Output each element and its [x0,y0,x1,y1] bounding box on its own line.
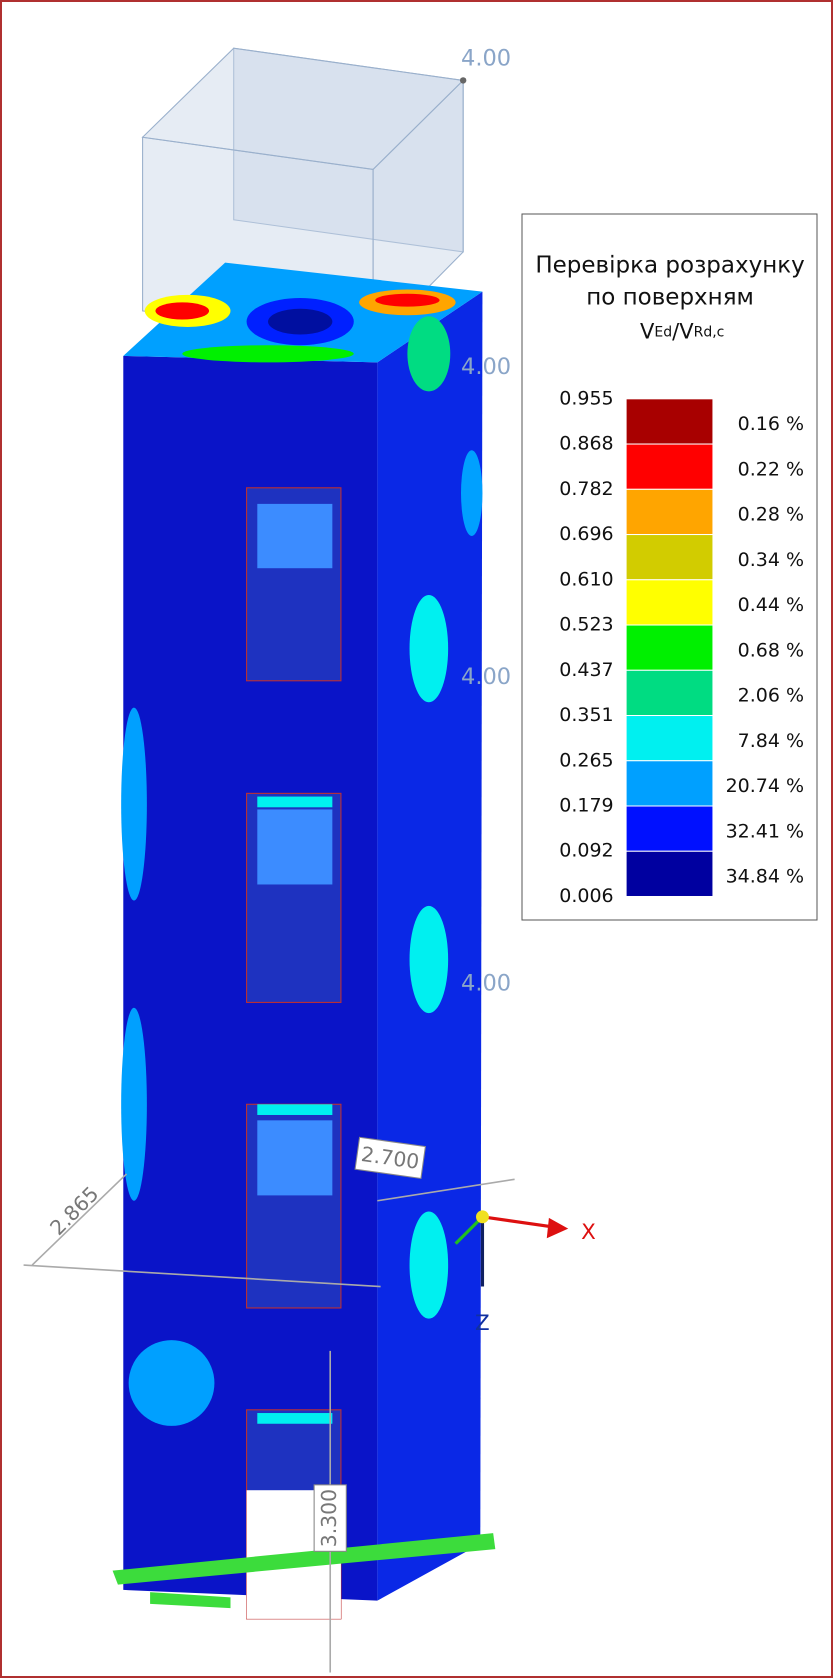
legend-title: по поверхням [586,285,754,311]
contour [461,450,482,536]
legend-swatch [626,625,713,670]
contour [407,316,450,391]
window-panel [257,809,332,884]
legend-bound: 0.006 [559,885,613,907]
legend-percent: 0.44 % [738,594,804,616]
axis-label: Z [475,1311,490,1336]
legend-bound: 0.092 [559,840,613,862]
legend-bound: 0.437 [559,659,613,681]
dimension-label: 3.300 [317,1489,341,1547]
legend-percent: 0.16 % [738,413,804,435]
legend-swatch [626,580,713,625]
contour [121,708,147,901]
lintel [257,797,332,808]
legend-bound: 0.523 [559,614,613,636]
node [460,77,466,83]
contour [410,595,449,702]
base-plate [150,1592,230,1608]
legend-percent: 7.84 % [738,730,804,752]
legend-swatch [626,716,713,761]
contour [121,1008,147,1201]
legend-percent: 0.34 % [738,549,804,571]
legend-swatch [626,399,713,444]
legend-bound: 0.610 [559,568,613,590]
lintel [257,1413,332,1424]
legend-swatch [626,851,713,896]
subtitle-part: /V [672,319,694,343]
legend-bound: 0.351 [559,704,613,726]
legend-bound: 0.868 [559,433,613,455]
contour [129,1340,215,1426]
contour [268,309,332,335]
legend-swatch [626,489,713,534]
legend-bound: 0.265 [559,749,613,771]
load-label: 4.00 [461,354,511,380]
legend-percent: 0.22 % [738,458,804,480]
window-panel [257,1120,332,1195]
legend-bound: 0.179 [559,795,613,817]
legend-title: Перевірка розрахунку [535,252,804,278]
x-axis [482,1217,557,1228]
legend-percent: 0.28 % [738,504,804,526]
legend-swatch [626,670,713,715]
legend-percent: 32.41 % [726,820,805,842]
legend: Перевірка розрахунку по поверхням VEd/VRd,… [522,214,817,920]
legend-percent: 34.84 % [726,866,805,888]
contour [410,906,449,1013]
contour [375,294,439,307]
load-label: 4.00 [461,971,511,997]
page: {"title_lines": ["Перевірка розрахунку",… [0,0,833,1678]
legend-swatch [626,806,713,851]
load-label: 4.00 [461,45,511,71]
viewport: 4.004.004.004.002.8652.7003.300XZ Переві… [0,0,833,1678]
contour [410,1211,449,1318]
load-label: 4.00 [461,664,511,690]
dimension-label: 2.865 [45,1182,103,1240]
legend-percent: 20.74 % [726,775,805,797]
subtitle-part: Rd,c [694,324,725,340]
legend-swatch [626,444,713,489]
contour [155,302,209,319]
x-arrow [547,1218,568,1238]
legend-bound: 0.955 [559,387,613,409]
subtitle-part: Ed [654,324,672,340]
contour [182,345,354,362]
legend-swatch [626,761,713,806]
subtitle-part: V [640,319,655,343]
legend-percent: 2.06 % [738,685,804,707]
legend-swatch [626,535,713,580]
axis-label: X [581,1220,596,1245]
legend-bound: 0.782 [559,478,613,500]
legend-percent: 0.68 % [738,639,804,661]
lintel [257,1104,332,1115]
origin [476,1210,489,1223]
window-panel [257,504,332,568]
legend-bound: 0.696 [559,523,613,545]
